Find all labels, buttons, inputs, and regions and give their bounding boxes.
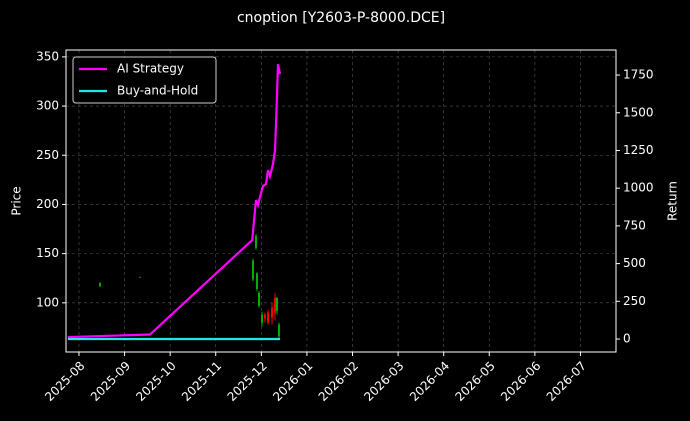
candle-body	[257, 292, 260, 306]
legend-box	[72, 56, 217, 104]
y-tick-label: 300	[36, 99, 59, 113]
y2-tick-label: 500	[623, 256, 646, 270]
series-line	[67, 63, 282, 339]
candle-body	[267, 312, 270, 323]
y2-tick-label: 1750	[623, 68, 654, 82]
legend-label: Buy-and-Hold	[117, 84, 198, 98]
y2-tick-label: 1000	[623, 181, 654, 195]
candle-body	[274, 297, 277, 313]
y2-axis-label: Return	[666, 181, 680, 221]
legend-label: AI Strategy	[117, 62, 184, 76]
y-tick-label: 250	[36, 148, 59, 162]
candle-body	[255, 273, 258, 290]
y-tick-label: 200	[36, 197, 59, 211]
y2-tick-label: 750	[623, 218, 646, 232]
y-axis-label: Price	[10, 186, 24, 215]
candle-body	[271, 307, 274, 318]
plot-frame	[65, 49, 617, 353]
candle-body	[263, 314, 266, 319]
candle-body	[138, 277, 141, 278]
candle-body	[275, 297, 278, 311]
y-tick-label: 100	[36, 295, 59, 309]
y2-tick-label: 1500	[623, 105, 654, 119]
candle-body	[277, 324, 280, 337]
candle-body	[98, 283, 101, 287]
y2-tick-label: 0	[623, 332, 631, 346]
y2-tick-label: 1250	[623, 143, 654, 157]
candle-body	[261, 314, 264, 323]
y-tick-label: 350	[36, 49, 59, 63]
candle-body	[254, 235, 257, 248]
chart-title: cnoption [Y2603-P-8000.DCE]	[237, 10, 445, 26]
y2-tick-label: 250	[623, 294, 646, 308]
y-tick-label: 150	[36, 246, 59, 260]
legend: AI Strategy Buy-and-Hold	[72, 56, 217, 104]
candle-body	[251, 260, 254, 280]
